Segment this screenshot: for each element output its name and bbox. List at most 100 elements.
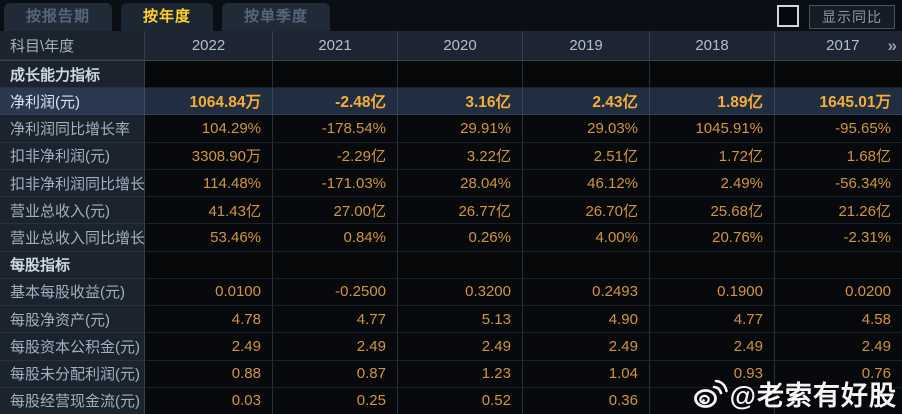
table-row: 扣非净利润同比增长率 114.48% -171.03% 28.04% 46.12… [0, 169, 902, 198]
show-yoy-button[interactable]: 显示同比 [809, 5, 895, 29]
table-row: 营业总收入(元) 41.43亿 27.00亿 26.77亿 26.70亿 25.… [0, 197, 902, 225]
tab-by-report-period[interactable]: 按报告期 [4, 3, 113, 31]
value-cell [650, 251, 775, 279]
value-cell: 2.49 [523, 333, 650, 361]
show-yoy-checkbox[interactable] [777, 5, 799, 27]
value-cell: 2.51亿 [523, 142, 650, 170]
value-cell: 0.26% [398, 224, 523, 252]
table-row: 净利润(元) 1064.84万 -2.48亿 3.16亿 2.43亿 1.89亿… [0, 88, 902, 116]
value-cell [775, 61, 902, 89]
value-cell: 4.90 [523, 306, 650, 334]
value-cell: 1045.91% [650, 115, 775, 143]
value-cell [523, 251, 650, 279]
value-cell: 114.48% [145, 169, 273, 198]
value-cell: 2.49 [775, 333, 902, 361]
value-cell: -178.54% [273, 115, 398, 143]
value-cell: 0.1900 [650, 278, 775, 307]
corner-header: 科目\年度 [0, 31, 145, 60]
value-cell: 0.52 [398, 387, 523, 414]
value-cell: 2.49% [650, 169, 775, 198]
value-cell: 21.26亿 [775, 197, 902, 225]
value-cell [523, 61, 650, 89]
table-row: 每股指标 [0, 251, 902, 279]
value-cell [273, 61, 398, 89]
value-cell: -95.65% [775, 115, 902, 143]
value-cell: 4.77 [273, 306, 398, 334]
value-cell: 2.49 [145, 333, 273, 361]
value-cell: 2.49 [650, 333, 775, 361]
value-cell: 3308.90万 [145, 142, 273, 170]
row-label: 每股未分配利润(元) [0, 360, 145, 388]
year-column-header: 2017 » [775, 31, 902, 60]
table-header-row: 科目\年度 2022 2021 2020 2019 2018 2017 » [0, 31, 902, 61]
value-cell: 46.12% [523, 169, 650, 198]
value-cell [775, 387, 902, 414]
value-cell: 26.77亿 [398, 197, 523, 225]
period-tabbar: 按报告期 按年度 按单季度 显示同比 [0, 0, 902, 31]
value-cell: 1.04 [523, 360, 650, 388]
value-cell: 4.78 [145, 306, 273, 334]
year-column-header: 2018 [650, 31, 775, 60]
row-label: 营业总收入(元) [0, 197, 145, 225]
table-row: 营业总收入同比增长率 53.46% 0.84% 0.26% 4.00% 20.7… [0, 224, 902, 252]
value-cell: 0.2493 [523, 278, 650, 307]
value-cell: 1.68亿 [775, 142, 902, 170]
value-cell: 0.25 [273, 387, 398, 414]
row-label: 净利润(元) [0, 88, 145, 116]
value-cell: 0.3200 [398, 278, 523, 307]
year-column-header: 2019 [523, 31, 650, 60]
value-cell: -56.34% [775, 169, 902, 198]
year-column-header: 2020 [398, 31, 523, 60]
tab-by-single-quarter[interactable]: 按单季度 [222, 3, 331, 31]
value-cell: 28.04% [398, 169, 523, 198]
row-label: 每股资本公积金(元) [0, 333, 145, 361]
tab-by-year[interactable]: 按年度 [121, 3, 214, 31]
value-cell: -171.03% [273, 169, 398, 198]
value-cell [650, 61, 775, 89]
value-cell: 53.46% [145, 224, 273, 252]
row-label: 基本每股收益(元) [0, 278, 145, 307]
value-cell: 25.68亿 [650, 197, 775, 225]
value-cell: -2.31% [775, 224, 902, 252]
value-cell: 27.00亿 [273, 197, 398, 225]
year-label: 2017 [826, 37, 860, 54]
table-body: 成长能力指标 净利润(元) 1064.84万 -2.48亿 3.16亿 2.43… [0, 61, 902, 414]
row-label: 净利润同比增长率 [0, 115, 145, 143]
value-cell: 20.76% [650, 224, 775, 252]
row-label: 营业总收入同比增长率 [0, 224, 145, 252]
value-cell: 0.88 [145, 360, 273, 388]
value-cell: 2.49 [398, 333, 523, 361]
more-years-icon[interactable]: » [887, 35, 898, 55]
value-cell: 4.00% [523, 224, 650, 252]
year-column-header: 2021 [273, 31, 398, 60]
value-cell: 1.23 [398, 360, 523, 388]
table-row: 每股资本公积金(元) 2.49 2.49 2.49 2.49 2.49 2.49 [0, 333, 902, 361]
value-cell [650, 387, 775, 414]
table-row: 成长能力指标 [0, 61, 902, 89]
year-column-header: 2022 [145, 31, 273, 60]
value-cell: 0.93 [650, 360, 775, 388]
row-label: 扣非净利润同比增长率 [0, 169, 145, 198]
value-cell: 0.0200 [775, 278, 902, 307]
value-cell: 29.91% [398, 115, 523, 143]
value-cell: 2.49 [273, 333, 398, 361]
value-cell: 0.0100 [145, 278, 273, 307]
table-row: 每股未分配利润(元) 0.88 0.87 1.23 1.04 0.93 0.76 [0, 360, 902, 388]
value-cell: 0.87 [273, 360, 398, 388]
value-cell: -0.2500 [273, 278, 398, 307]
value-cell: -2.29亿 [273, 142, 398, 170]
table-row: 基本每股收益(元) 0.0100 -0.2500 0.3200 0.2493 0… [0, 278, 902, 307]
value-cell: 29.03% [523, 115, 650, 143]
row-label: 每股经营现金流(元) [0, 387, 145, 414]
table-row: 净利润同比增长率 104.29% -178.54% 29.91% 29.03% … [0, 115, 902, 143]
row-label: 成长能力指标 [0, 61, 145, 89]
value-cell [398, 61, 523, 89]
value-cell: 5.13 [398, 306, 523, 334]
value-cell: 26.70亿 [523, 197, 650, 225]
table-row: 每股净资产(元) 4.78 4.77 5.13 4.90 4.77 4.58 [0, 306, 902, 334]
value-cell: 0.76 [775, 360, 902, 388]
value-cell: 1064.84万 [145, 88, 273, 116]
row-label: 每股净资产(元) [0, 306, 145, 334]
value-cell: 0.36 [523, 387, 650, 414]
